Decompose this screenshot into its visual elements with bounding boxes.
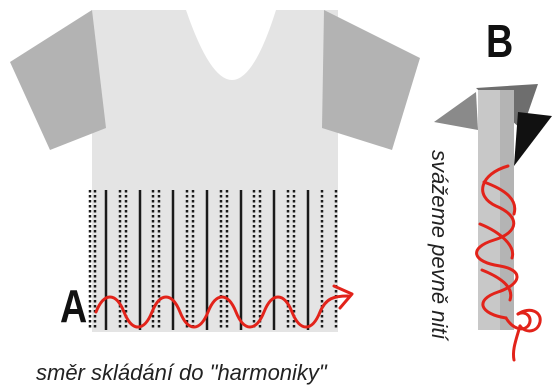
- caption-tie-note: svážeme pevně nití: [427, 150, 452, 340]
- thread-loop-left: [504, 311, 532, 331]
- label-b: B: [486, 15, 514, 67]
- fold-lines: [88, 190, 338, 330]
- strip-right-dark-flap: [514, 112, 552, 166]
- label-a: A: [60, 280, 88, 332]
- wavy-thread-line: [94, 294, 350, 329]
- folding-direction-arrow: [94, 284, 354, 329]
- thread-loop-right: [516, 308, 542, 333]
- strip-left-wing: [434, 92, 478, 130]
- shirt-body: [92, 10, 338, 332]
- right-sleeve: [322, 10, 420, 150]
- thread-cross: [478, 180, 517, 302]
- thread-tail: [512, 324, 522, 362]
- left-sleeve: [10, 10, 106, 150]
- thread-wrap: [475, 164, 519, 320]
- tie-thread: [475, 164, 542, 362]
- arrow-head-icon: [332, 284, 354, 310]
- caption-folding-direction: směr skládání do "harmoniky": [36, 360, 327, 385]
